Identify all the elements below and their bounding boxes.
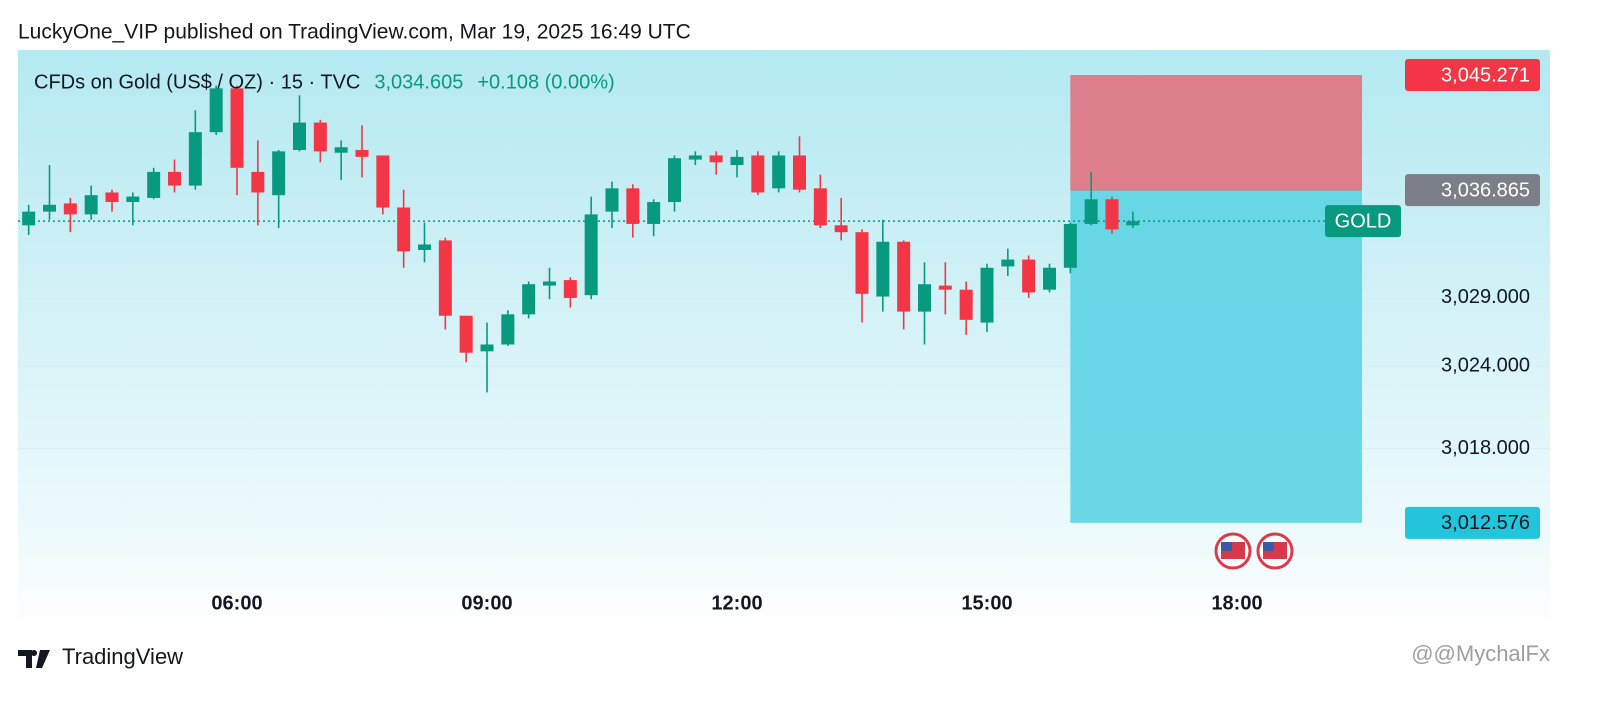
y-tick-label: 3,018.000 [1441, 437, 1530, 459]
price-label-box [1405, 506, 1540, 539]
x-tick-label: 15:00 [961, 592, 1012, 614]
candle-body [251, 171, 265, 193]
candle-body [793, 155, 806, 190]
candle-body [22, 211, 36, 226]
candle-body [1043, 267, 1056, 290]
price-label: 3,045.271 [1441, 64, 1530, 86]
x-tick-label: 12:00 [711, 592, 762, 614]
candle-body [584, 214, 598, 296]
candle-body [834, 225, 848, 233]
candle-body [334, 147, 348, 153]
candle-body [751, 155, 765, 193]
target-zone [1070, 190, 1362, 523]
candle-body [209, 88, 223, 133]
x-tick-label: 09:00 [461, 592, 512, 614]
candle-body [668, 158, 681, 203]
candle-body [63, 203, 77, 215]
candle-body [876, 241, 890, 297]
candle-body [1126, 221, 1140, 226]
candle-body [480, 344, 494, 352]
price-label: 3,012.576 [1441, 512, 1530, 534]
candle-body [772, 155, 786, 189]
candle-body [938, 285, 952, 290]
logo-mark [18, 650, 50, 668]
candle-body [855, 232, 869, 294]
y-tick-label: 3,024.000 [1441, 355, 1530, 377]
current-label-box [1325, 205, 1401, 238]
candle-body [647, 202, 661, 224]
candle-body [459, 315, 473, 353]
candle-body [43, 204, 56, 212]
candle-body [501, 314, 515, 345]
last-price: 3,034.605 [374, 71, 463, 93]
candle-body [105, 192, 119, 203]
candle-body [522, 284, 536, 315]
candle-body [709, 155, 723, 163]
candle-body [355, 149, 369, 157]
candle-body [438, 240, 452, 316]
candle-body [188, 132, 202, 186]
candle-body [126, 196, 140, 203]
event-flag-canton [1221, 542, 1232, 551]
price-change: +0.108 (0.00%) [477, 71, 614, 93]
x-tick-label: 06:00 [211, 592, 262, 614]
candle-body [1084, 199, 1098, 224]
watermark: @@MychalFx [1411, 641, 1550, 666]
candle-body [980, 267, 994, 323]
candle-body [918, 284, 931, 312]
candle-body [84, 195, 98, 215]
candle-body [397, 207, 411, 252]
candle-body [563, 280, 577, 298]
candle-body [1022, 259, 1036, 293]
price-label-box [1405, 174, 1540, 207]
candle-body [1001, 259, 1015, 267]
candle-body [813, 188, 827, 226]
candle-body [1105, 199, 1119, 230]
candle-body [688, 155, 702, 160]
candle-body [272, 151, 286, 196]
candle-body [230, 88, 244, 168]
brand: TradingView [62, 644, 183, 669]
price-label: 3,036.865 [1441, 179, 1530, 201]
candle-body [293, 122, 306, 150]
candle-body [313, 122, 327, 152]
x-tick-label: 18:00 [1211, 592, 1262, 614]
brand-logo [18, 650, 50, 668]
current-label: GOLD [1335, 210, 1392, 232]
candle-body [1063, 223, 1077, 268]
attribution: LuckyOne_VIP published on TradingView.co… [18, 21, 691, 44]
symbol: CFDs on Gold (US$ / OZ) · 15 · TVC [34, 71, 360, 93]
candle-body [730, 156, 744, 166]
price-label-box [1405, 59, 1540, 92]
candle-body [959, 289, 973, 320]
candle-body [543, 281, 556, 286]
event-flag-canton [1263, 542, 1274, 551]
candle-body [897, 241, 911, 312]
stop-zone [1070, 75, 1362, 191]
candle-body [418, 244, 431, 250]
candle-body [168, 171, 181, 186]
candle-body [147, 171, 161, 198]
y-tick-label: 3,029.000 [1441, 286, 1530, 308]
candle-body [376, 155, 390, 208]
candle-body [626, 188, 640, 224]
event-flags [1214, 532, 1294, 570]
candle-body [605, 188, 619, 212]
plot-layer: 3,018.000 3,024.000 3,029.000 06:00 09:00 12:… [18, 59, 1550, 614]
